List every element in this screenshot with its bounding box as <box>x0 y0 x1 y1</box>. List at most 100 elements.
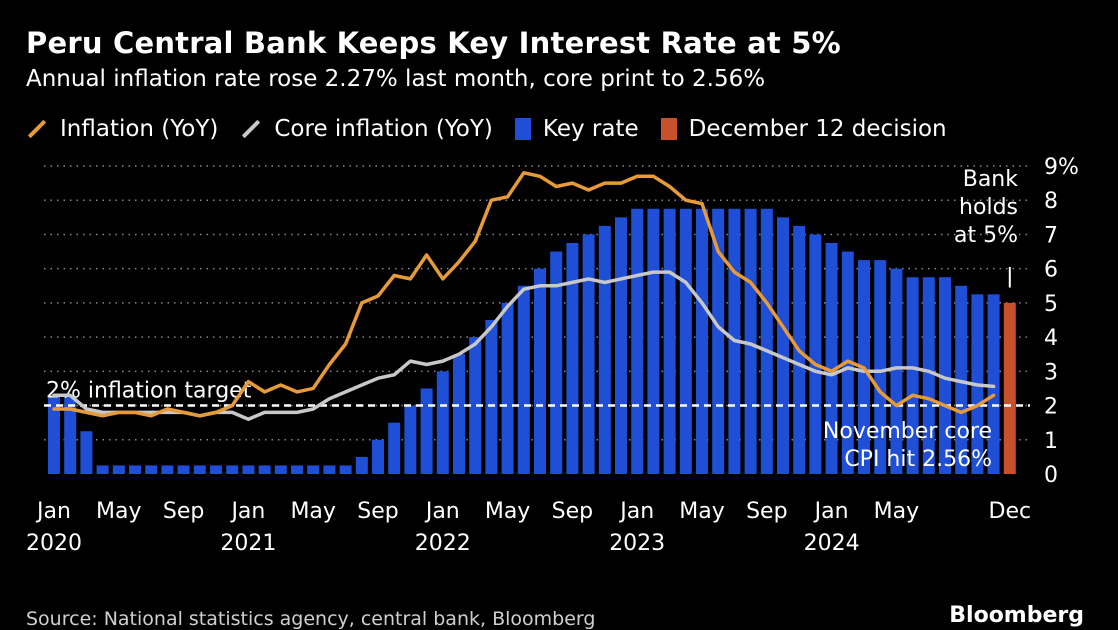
bar-key-rate <box>679 208 692 474</box>
bar-key-rate <box>501 302 514 474</box>
bar-key-rate <box>177 465 190 474</box>
legend-item-core-inflation: Core inflation (YoY) <box>240 116 493 142</box>
bar-key-rate <box>712 208 725 474</box>
x-tick-label: Sep <box>552 499 593 524</box>
x-tick-label: May <box>485 499 530 524</box>
bar-key-rate <box>64 397 77 474</box>
legend-swatch-december-decision <box>660 118 677 140</box>
annotation-bank-holds: Bank holds at 5% <box>930 166 1018 250</box>
bar-key-rate <box>939 277 951 474</box>
annotation-bank-holds-line-2: holds <box>959 195 1018 220</box>
bar-key-rate <box>631 208 644 474</box>
annotation-bank-holds-line-3: at 5% <box>953 223 1018 248</box>
bar-key-rate <box>372 439 384 474</box>
y-tick-label: 1 <box>1044 429 1058 454</box>
bar-key-rate <box>874 260 887 474</box>
bar-key-rate <box>436 371 449 474</box>
bar-key-rate <box>48 397 60 474</box>
bar-key-rate <box>404 405 417 474</box>
annotation-core-note: November core CPI hit 2.56% <box>780 418 992 474</box>
bar-key-rate <box>922 277 935 474</box>
legend-label-december-decision: December 12 decision <box>688 116 947 142</box>
bar-key-rate <box>258 465 271 474</box>
bar-key-rate <box>80 431 93 474</box>
x-tick-label: May <box>874 499 919 524</box>
bar-key-rate <box>129 465 141 474</box>
bar-key-rate <box>274 465 287 474</box>
bar-key-rate <box>226 465 239 474</box>
bar-key-rate <box>809 234 822 474</box>
brand-logo: Bloomberg <box>949 603 1084 628</box>
bar-key-rate <box>582 234 595 474</box>
x-tick-label: Sep <box>357 499 398 524</box>
bar-key-rate <box>291 465 303 474</box>
x-tick-label: Sep <box>746 499 787 524</box>
bar-key-rate <box>825 243 838 474</box>
y-tick-label: 9% <box>1044 155 1079 180</box>
annotation-core-note-line-1: November core <box>822 419 992 444</box>
x-tick-label: Jan <box>424 499 460 524</box>
legend-item-key-rate: Key rate <box>514 116 639 142</box>
x-tick-label: May <box>96 499 141 524</box>
bar-key-rate <box>112 465 125 474</box>
bar-key-rate <box>890 268 903 474</box>
legend-label-core-inflation: Core inflation (YoY) <box>274 116 493 142</box>
y-tick-label: 3 <box>1044 360 1058 385</box>
bar-key-rate <box>193 465 206 474</box>
y-tick-label: 5 <box>1044 292 1058 317</box>
target-label: 2% inflation target <box>46 379 252 404</box>
bar-key-rate <box>388 422 401 474</box>
x-tick-label: Sep <box>163 499 204 524</box>
series-line-inflation <box>52 171 996 418</box>
bar-key-rate <box>210 465 222 474</box>
bar-key-rate <box>517 285 530 474</box>
x-tick-label: Dec <box>989 499 1032 524</box>
bar-key-rate <box>696 208 708 474</box>
bar-key-rate <box>760 208 773 474</box>
y-tick-label: 4 <box>1044 326 1058 351</box>
legend-swatch-key-rate <box>514 118 531 140</box>
x-tick-year-label: 2023 <box>609 531 665 556</box>
bar-key-rate <box>323 465 336 474</box>
y-tick-label: 0 <box>1044 463 1058 488</box>
legend-item-december-decision: December 12 decision <box>660 116 947 142</box>
x-tick-year-label: 2020 <box>26 531 82 556</box>
y-tick-label: 6 <box>1044 258 1058 283</box>
bar-key-rate <box>453 354 465 474</box>
x-tick-label: Jan <box>618 499 654 524</box>
bar-key-rate <box>550 251 563 474</box>
bar-key-rate <box>307 465 320 474</box>
bar-key-rate <box>987 294 1000 474</box>
bar-key-rate <box>355 456 368 474</box>
x-tick-label: Jan <box>35 499 71 524</box>
bar-key-rate <box>145 465 158 474</box>
bar-key-rate <box>242 465 255 474</box>
bar-december-decision <box>1003 302 1016 474</box>
source-note: Source: National statistics agency, cent… <box>26 608 596 630</box>
bar-key-rate <box>615 217 627 475</box>
bar-key-rate <box>906 277 919 474</box>
x-tick-label: May <box>679 499 724 524</box>
bar-key-rate <box>566 243 579 474</box>
y-tick-label: 8 <box>1044 189 1058 214</box>
legend-label-inflation: Inflation (YoY) <box>60 116 219 142</box>
bar-key-rate <box>534 268 546 474</box>
bar-key-rate <box>96 465 109 474</box>
y-tick-label: 7 <box>1044 223 1058 248</box>
x-tick-label: Jan <box>813 499 849 524</box>
bar-key-rate <box>469 337 482 474</box>
chart-title: Peru Central Bank Keeps Key Interest Rat… <box>26 26 841 60</box>
x-tick-year-label: 2024 <box>804 531 860 556</box>
annotation-core-note-line-2: CPI hit 2.56% <box>844 447 992 472</box>
bar-key-rate <box>663 208 676 474</box>
bar-key-rate <box>161 465 174 474</box>
x-tick-year-label: 2022 <box>415 531 471 556</box>
bar-key-rate <box>420 388 433 474</box>
legend: Inflation (YoY) Core inflation (YoY) Key… <box>26 116 969 142</box>
legend-label-key-rate: Key rate <box>542 116 639 142</box>
x-tick-year-label: 2021 <box>220 531 276 556</box>
bar-key-rate <box>598 225 611 474</box>
bar-key-rate <box>339 465 352 474</box>
x-tick-label: May <box>290 499 335 524</box>
